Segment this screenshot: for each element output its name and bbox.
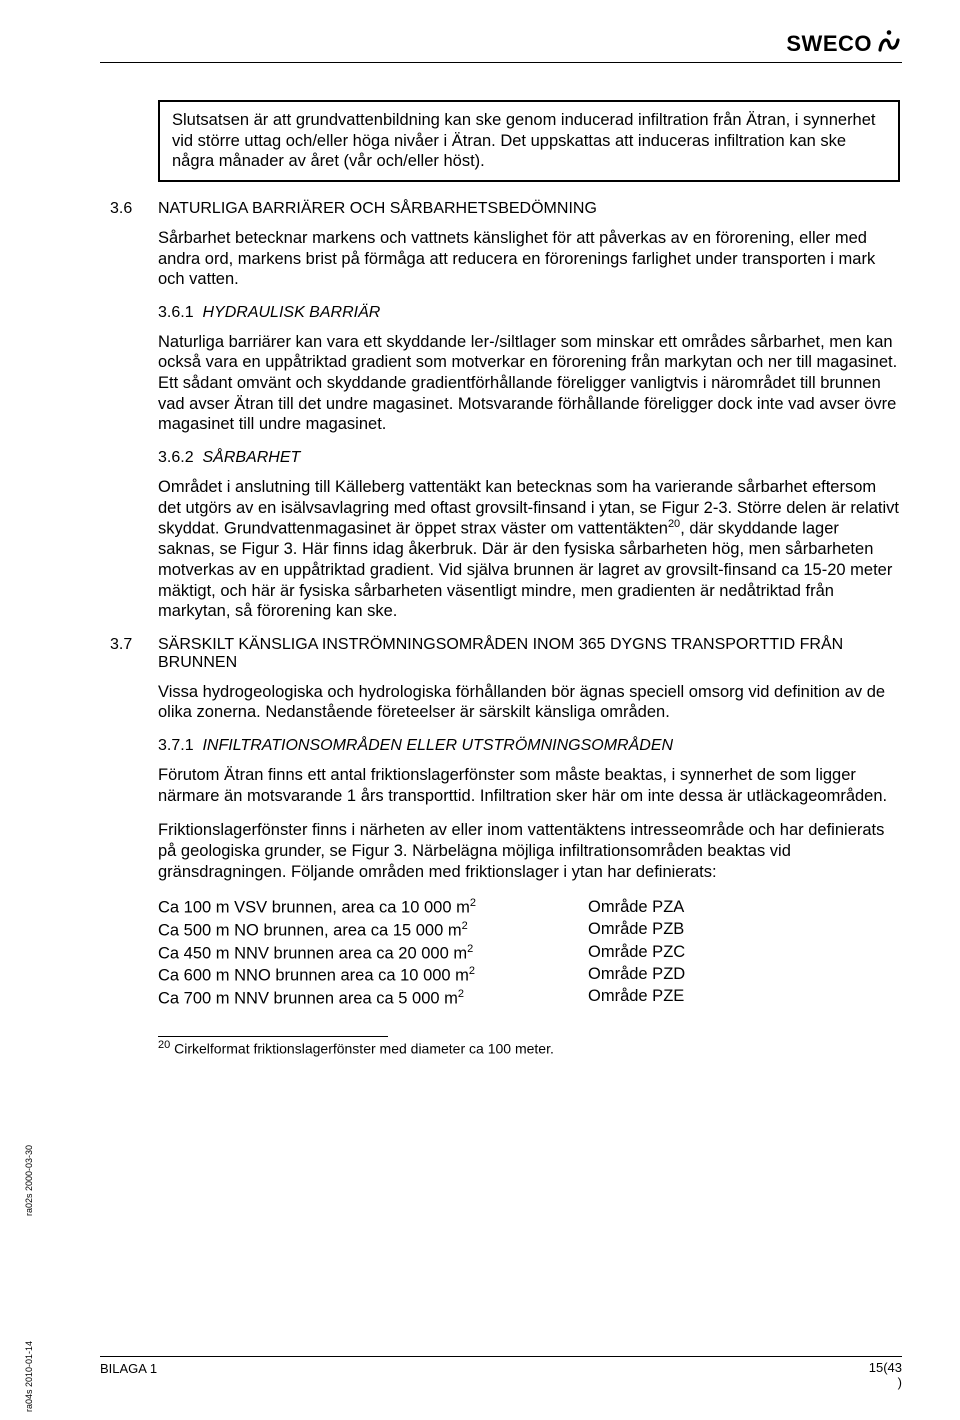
subsection-number: 3.6.1 [158, 304, 194, 321]
table-row: Ca 450 m NNV brunnen area ca 20 000 m2 [158, 942, 588, 965]
section-title: NATURLIGA BARRIÄRER OCH SÅRBARHETSBEDÖMN… [158, 200, 597, 218]
table-row: Område PZE [588, 985, 685, 1007]
paragraph: Vissa hydrogeologiska och hydrologiska f… [158, 682, 900, 723]
cell: Ca 100 m VSV brunnen, area ca 10 000 m [158, 899, 470, 917]
subsection-number: 3.6.2 [158, 449, 194, 466]
footer-left: BILAGA 1 [100, 1361, 157, 1390]
friction-col-area: Område PZA Område PZB Område PZC Område … [588, 896, 685, 1010]
section-number: 3.7 [110, 636, 158, 654]
side-code-b: ra04s 2010-01-14 [24, 1341, 34, 1412]
exponent: 2 [462, 920, 468, 932]
cell: Ca 600 m NNO brunnen area ca 10 000 m [158, 967, 469, 985]
subsection-3-6-2-heading: 3.6.2 SÅRBARHET [158, 449, 900, 467]
section-3-6-heading: 3.6 NATURLIGA BARRIÄRER OCH SÅRBARHETSBE… [110, 200, 900, 218]
exponent: 2 [469, 965, 475, 977]
page-num-bot: ) [869, 1376, 902, 1390]
section-title: SÄRSKILT KÄNSLIGA INSTRÖMNINGSOMRÅDEN IN… [158, 636, 900, 672]
table-row: Område PZD [588, 963, 685, 985]
header-rule [100, 62, 902, 63]
summary-box: Slutsatsen är att grundvattenbildning ka… [158, 100, 900, 182]
footnote-number: 20 [158, 1039, 170, 1051]
table-row: Ca 100 m VSV brunnen, area ca 10 000 m2 [158, 896, 588, 919]
table-row: Ca 700 m NNV brunnen area ca 5 000 m2 [158, 987, 588, 1010]
table-row: Område PZC [588, 941, 685, 963]
footnote: 20 Cirkelformat friktionslagerfönster me… [158, 1039, 900, 1057]
section-3-7-heading: 3.7 SÄRSKILT KÄNSLIGA INSTRÖMNINGSOMRÅDE… [110, 636, 900, 672]
table-row: Område PZB [588, 918, 685, 940]
footer-rule [100, 1356, 902, 1357]
subsection-3-7-1-heading: 3.7.1 INFILTRATIONSOMRÅDEN ELLER UTSTRÖM… [158, 737, 900, 755]
section-number: 3.6 [110, 200, 158, 218]
summary-text: Slutsatsen är att grundvattenbildning ka… [172, 111, 876, 170]
footnote-ref: 20 [668, 518, 680, 530]
cell: Ca 450 m NNV brunnen area ca 20 000 m [158, 944, 467, 962]
subsection-title: SÅRBARHET [202, 449, 300, 466]
cell: Ca 500 m NO brunnen, area ca 15 000 m [158, 921, 462, 939]
footnote-separator [158, 1036, 388, 1037]
paragraph: Friktionslagerfönster finns i närheten a… [158, 820, 900, 882]
logo: SWECO [786, 28, 902, 60]
footer: BILAGA 1 15(43 ) [100, 1356, 902, 1390]
table-row: Område PZA [588, 896, 685, 918]
paragraph: Området i anslutning till Källeberg vatt… [158, 477, 900, 622]
exponent: 2 [458, 988, 464, 1000]
friction-table: Ca 100 m VSV brunnen, area ca 10 000 m2 … [158, 896, 900, 1010]
table-row: Ca 500 m NO brunnen, area ca 15 000 m2 [158, 919, 588, 942]
subsection-title: INFILTRATIONSOMRÅDEN ELLER UTSTRÖMNINGSO… [202, 737, 673, 754]
cell: Ca 700 m NNV brunnen area ca 5 000 m [158, 990, 458, 1008]
subsection-title: HYDRAULISK BARRIÄR [202, 304, 380, 321]
logo-text: SWECO [786, 31, 872, 57]
side-code-a: ra02s 2000-03-30 [24, 1145, 34, 1216]
footnote-text: Cirkelformat friktionslagerfönster med d… [170, 1041, 554, 1057]
paragraph: Sårbarhet betecknar markens och vattnets… [158, 228, 900, 290]
page-num-top: 15(43 [869, 1361, 902, 1375]
exponent: 2 [467, 943, 473, 955]
exponent: 2 [470, 897, 476, 909]
paragraph: Förutom Ätran finns ett antal friktionsl… [158, 765, 900, 806]
paragraph: Naturliga barriärer kan vara ett skyddan… [158, 332, 900, 435]
subsection-3-6-1-heading: 3.6.1 HYDRAULISK BARRIÄR [158, 304, 900, 322]
subsection-number: 3.7.1 [158, 737, 194, 754]
table-row: Ca 600 m NNO brunnen area ca 10 000 m2 [158, 964, 588, 987]
logo-icon [876, 28, 902, 60]
footer-page-number: 15(43 ) [869, 1361, 902, 1390]
friction-col-desc: Ca 100 m VSV brunnen, area ca 10 000 m2 … [158, 896, 588, 1010]
